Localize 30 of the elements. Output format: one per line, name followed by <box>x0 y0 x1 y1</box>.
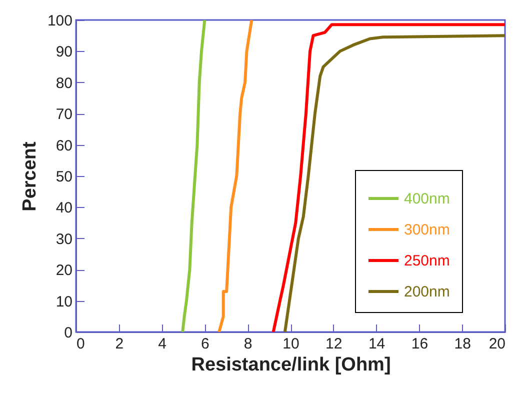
y-tick-label: 100 <box>47 12 72 30</box>
line-series <box>218 20 254 332</box>
x-tick-label: 4 <box>158 336 166 352</box>
y-tick-label: 60 <box>56 137 72 154</box>
legend-label: 300nm <box>404 222 450 238</box>
y-tick-label: 20 <box>56 262 72 280</box>
x-tick-label: 10 <box>282 336 300 352</box>
y-tick-label: 0 <box>64 324 72 342</box>
x-tick-label: 8 <box>244 336 252 352</box>
y-tick-label: 70 <box>56 106 72 124</box>
x-tick-label: 2 <box>115 336 124 352</box>
x-tick-label: 0 <box>76 336 85 352</box>
legend-label: 250nm <box>404 252 450 270</box>
x-tick-label: 20 <box>488 336 506 352</box>
x-axis-title: Resistance/link [Ohm] <box>191 354 391 376</box>
y-tick-label: 10 <box>56 293 72 310</box>
x-tick-label: 16 <box>411 336 428 352</box>
legend-label: 200nm <box>404 284 450 300</box>
x-tick-label: 6 <box>201 336 210 352</box>
y-tick-label: 90 <box>56 44 72 61</box>
legend-label: 400nm <box>404 190 450 208</box>
y-axis-title: Percent <box>19 140 40 212</box>
x-tick-label: 12 <box>326 336 342 352</box>
x-tick-label: 18 <box>454 336 471 352</box>
x-tick-label: 14 <box>368 336 386 352</box>
y-tick-label: 50 <box>56 168 72 186</box>
line-series <box>181 20 206 332</box>
y-tick-label: 40 <box>56 200 72 217</box>
y-tick-label: 30 <box>56 230 72 248</box>
y-tick-label: 80 <box>56 74 72 92</box>
